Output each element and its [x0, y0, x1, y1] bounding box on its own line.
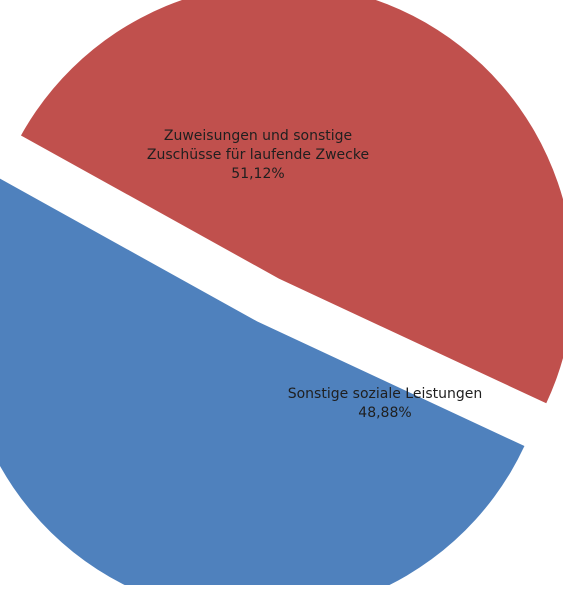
slice-name-label: Sonstige soziale Leistungen — [288, 386, 483, 402]
slice-percent-label: 51,12% — [231, 166, 284, 182]
slice-name-label: Zuweisungen und sonstige — [164, 128, 352, 144]
pie-slice-2 — [20, 0, 563, 404]
slice-name-label: Zuschüsse für laufende Zwecke — [147, 147, 369, 163]
pie-labels: Zuweisungen und sonstige Zuschüsse für la… — [147, 128, 482, 421]
pie-slice-1 — [0, 178, 525, 590]
slice-label-2: Sonstige soziale Leistungen 48,88% — [288, 386, 483, 421]
slice-percent-label: 48,88% — [358, 405, 411, 421]
slice-label-1: Zuweisungen und sonstige Zuschüsse für la… — [147, 128, 369, 182]
